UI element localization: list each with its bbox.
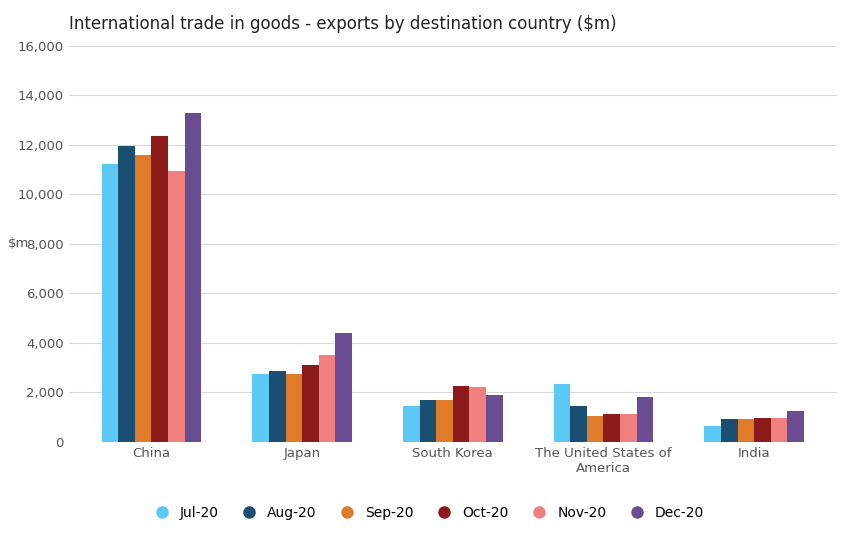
Bar — [101, 165, 118, 442]
Bar — [302, 365, 319, 442]
Bar — [452, 386, 469, 442]
Bar — [570, 406, 587, 442]
Bar — [168, 171, 185, 442]
Y-axis label: $m: $m — [8, 237, 29, 250]
Bar — [636, 397, 653, 442]
Bar — [185, 112, 201, 442]
Legend: Jul-20, Aug-20, Sep-20, Oct-20, Nov-20, Dec-20: Jul-20, Aug-20, Sep-20, Oct-20, Nov-20, … — [142, 500, 710, 526]
Bar — [469, 387, 486, 442]
Bar — [319, 355, 336, 442]
Bar — [285, 374, 302, 442]
Bar — [738, 420, 754, 442]
Bar — [587, 416, 603, 442]
Bar — [787, 411, 803, 442]
Bar — [420, 400, 436, 442]
Bar — [269, 371, 285, 442]
Bar — [152, 136, 168, 442]
Bar — [620, 414, 636, 442]
Bar — [436, 400, 452, 442]
Bar — [336, 333, 352, 442]
Bar — [252, 374, 269, 442]
Bar — [554, 384, 570, 442]
Bar — [603, 414, 620, 442]
Bar — [721, 420, 738, 442]
Text: International trade in goods - exports by destination country ($m): International trade in goods - exports b… — [69, 15, 616, 33]
Bar — [754, 418, 771, 442]
Bar — [403, 406, 420, 442]
Bar — [705, 426, 721, 442]
Bar — [135, 154, 152, 442]
Bar — [771, 418, 787, 442]
Bar — [486, 395, 503, 442]
Bar — [118, 146, 135, 442]
